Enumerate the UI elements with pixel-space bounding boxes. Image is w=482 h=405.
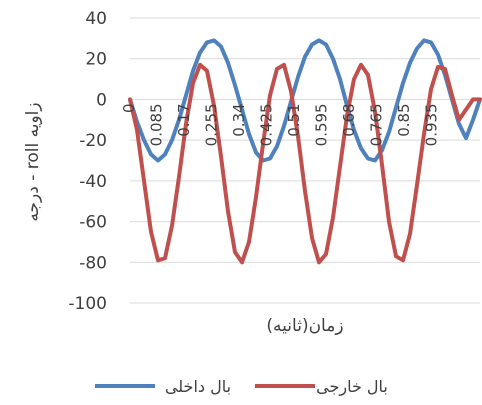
y-axis-title: زاویه roll - درجه	[23, 102, 43, 221]
x-tick-label: 0.255	[203, 103, 221, 146]
x-tick-label: 0.51	[285, 103, 303, 136]
series-line-1	[128, 38, 482, 163]
x-tick-label: 0.595	[313, 103, 331, 146]
series-line-2	[128, 62, 482, 265]
y-tick-label: -100	[68, 294, 107, 314]
x-tick-label: 0.935	[423, 103, 441, 146]
x-tick-label: 0.085	[148, 103, 166, 146]
y-tick-label: -80	[79, 253, 107, 273]
x-tick-label: 0.425	[258, 103, 276, 146]
x-tick-label: 0.765	[368, 103, 386, 146]
x-tick-labels: 0 0.085 0.17 0.255 0.34 0.425 0.51 0.595 0.68 0.7…	[120, 103, 441, 146]
x-tick-label: 0.85	[395, 103, 413, 136]
x-tick-label: 0.17	[175, 103, 193, 136]
x-tick-label: 0.68	[340, 103, 358, 136]
x-tick-label: 0.34	[230, 103, 248, 136]
x-tick-label: 0	[120, 103, 138, 113]
y-tick-label: -40	[79, 172, 107, 192]
legend-label-2: بال خارجی	[316, 377, 388, 397]
legend-label-1: بال داخلی	[165, 377, 231, 396]
y-tick-label: -20	[79, 131, 107, 151]
legend: بال داخلی بال خارجی	[95, 377, 388, 397]
y-tick-label: 40	[85, 9, 107, 29]
series-lines	[128, 38, 482, 265]
y-tick-label: 0	[96, 90, 107, 110]
y-tick-label: 20	[85, 50, 107, 70]
y-tick-label: -60	[79, 213, 107, 233]
x-axis-title: زمان(ثانیه)	[266, 316, 343, 336]
y-tick-labels: 40 20 0 -20 -40 -60 -80 -100	[68, 9, 107, 314]
